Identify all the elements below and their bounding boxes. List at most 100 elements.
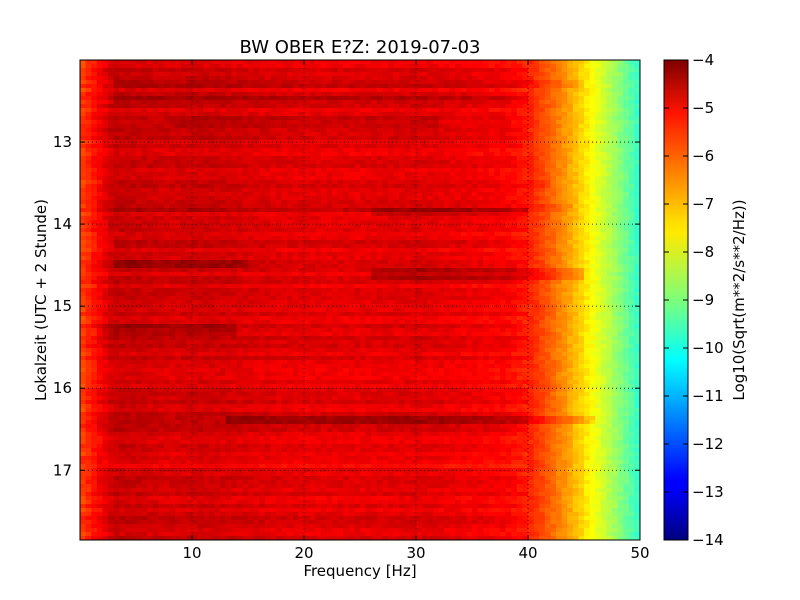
heatmap-cell <box>192 104 199 109</box>
heatmap-cell <box>516 172 523 177</box>
heatmap-cell <box>298 84 305 89</box>
heatmap-cell <box>561 252 568 257</box>
heatmap-cell <box>337 196 344 201</box>
heatmap-cell <box>511 60 518 65</box>
heatmap-cell <box>298 112 305 117</box>
heatmap-cell <box>567 116 574 121</box>
heatmap-cell <box>113 68 120 73</box>
heatmap-cell <box>231 188 238 193</box>
heatmap-cell <box>292 136 299 141</box>
heatmap-cell <box>572 84 579 89</box>
heatmap-cell <box>169 256 176 261</box>
heatmap-cell <box>578 120 585 125</box>
heatmap-cell <box>259 108 266 113</box>
heatmap-cell <box>186 108 193 113</box>
heatmap-cell <box>208 200 215 205</box>
heatmap-cell <box>96 192 103 197</box>
heatmap-cell <box>572 108 579 113</box>
heatmap-cell <box>309 248 316 253</box>
heatmap-cell <box>337 148 344 153</box>
heatmap-cell <box>612 168 619 173</box>
heatmap-cell <box>360 128 367 133</box>
heatmap-cell <box>360 152 367 157</box>
heatmap-cell <box>96 248 103 253</box>
heatmap-cell <box>136 240 143 245</box>
heatmap-cell <box>488 72 495 77</box>
heatmap-cell <box>236 192 243 197</box>
heatmap-cell <box>416 172 423 177</box>
heatmap-cell <box>102 68 109 73</box>
heatmap-cell <box>466 240 473 245</box>
heatmap-cell <box>320 112 327 117</box>
heatmap-cell <box>500 84 507 89</box>
heatmap-cell <box>91 132 98 137</box>
heatmap-cell <box>589 92 596 97</box>
heatmap-cell <box>483 168 490 173</box>
heatmap-cell <box>124 108 131 113</box>
heatmap-cell <box>533 136 540 141</box>
heatmap-cell <box>292 208 299 213</box>
heatmap-cell <box>315 100 322 105</box>
heatmap-cell <box>544 152 551 157</box>
heatmap-cell <box>152 80 159 85</box>
heatmap-cell <box>376 116 383 121</box>
heatmap-cell <box>376 108 383 113</box>
heatmap-cell <box>309 196 316 201</box>
heatmap-cell <box>623 140 630 145</box>
heatmap-cell <box>539 164 546 169</box>
heatmap-cell <box>253 244 260 249</box>
heatmap-cell <box>617 100 624 105</box>
heatmap-cell <box>248 136 255 141</box>
heatmap-cell <box>589 172 596 177</box>
heatmap-cell <box>505 124 512 129</box>
heatmap-cell <box>169 128 176 133</box>
heatmap-cell <box>253 176 260 181</box>
heatmap-cell <box>634 220 640 225</box>
heatmap-cell <box>292 112 299 117</box>
heatmap-cell <box>488 100 495 105</box>
heatmap-cell <box>421 60 428 65</box>
heatmap-cell <box>124 116 131 121</box>
heatmap-cell <box>119 60 126 65</box>
heatmap-cell <box>130 128 137 133</box>
heatmap-cell <box>164 76 171 81</box>
heatmap-cell <box>108 120 115 125</box>
heatmap-cell <box>309 104 316 109</box>
heatmap-cell <box>96 60 103 65</box>
heatmap-cell <box>225 124 232 129</box>
heatmap-cell <box>634 60 640 65</box>
heatmap-cell <box>634 208 640 213</box>
heatmap-cell <box>628 144 635 149</box>
heatmap-cell <box>360 124 367 129</box>
heatmap-cell <box>225 156 232 161</box>
heatmap-cell <box>281 120 288 125</box>
heatmap-cell <box>332 124 339 129</box>
heatmap-cell <box>427 60 434 65</box>
heatmap-cell <box>578 188 585 193</box>
heatmap-cell <box>550 120 557 125</box>
heatmap-cell <box>108 220 115 225</box>
heatmap-cell <box>180 92 187 97</box>
heatmap-cell <box>113 148 120 153</box>
heatmap-cell <box>623 112 630 117</box>
heatmap-cell <box>589 160 596 165</box>
heatmap-cell <box>225 128 232 133</box>
heatmap-cell <box>264 148 271 153</box>
heatmap-cell <box>584 152 591 157</box>
heatmap-cell <box>348 68 355 73</box>
heatmap-cell <box>298 108 305 113</box>
heatmap-cell <box>186 236 193 241</box>
heatmap-cell <box>572 176 579 181</box>
heatmap-cell <box>236 92 243 97</box>
heatmap-cell <box>572 248 579 253</box>
heatmap-cell <box>113 160 120 165</box>
heatmap-cell <box>164 252 171 257</box>
heatmap-cell <box>180 60 187 65</box>
heatmap-cell <box>500 128 507 133</box>
heatmap-cell <box>584 92 591 97</box>
heatmap-cell <box>337 228 344 233</box>
heatmap-cell <box>410 60 417 65</box>
heatmap-cell <box>399 200 406 205</box>
heatmap-cell <box>147 72 154 77</box>
heatmap-cell <box>225 64 232 69</box>
